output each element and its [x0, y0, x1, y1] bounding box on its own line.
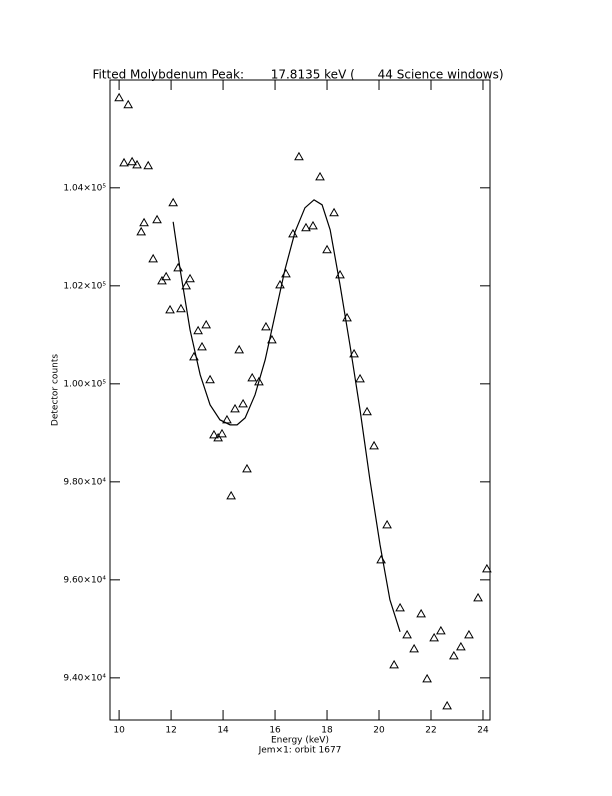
y-tick-label: 1.00×10⁵ [63, 379, 106, 389]
x-tick-label: 18 [321, 726, 333, 736]
data-point [161, 271, 172, 281]
data-point [230, 403, 240, 413]
data-point [442, 700, 452, 710]
x-tick-label: 10 [113, 726, 125, 736]
data-point [176, 303, 186, 313]
y-tick-label: 9.80×10⁴ [63, 477, 106, 487]
data-point [315, 171, 325, 181]
y-tick-label: 1.02×10⁵ [63, 281, 106, 291]
data-point [436, 625, 446, 635]
data-point [422, 673, 432, 683]
data-point [349, 348, 359, 358]
subtitle: Jem×1: orbit 1677 [258, 746, 342, 756]
data-point [362, 406, 372, 416]
data-point [152, 214, 162, 224]
data-point [308, 220, 318, 230]
y-tick-label: 1.04×10⁵ [63, 183, 106, 193]
data-point [395, 602, 405, 612]
data-point [193, 325, 203, 335]
data-point [185, 273, 195, 283]
x-tick-label: 12 [165, 726, 176, 736]
data-point [197, 341, 207, 351]
data-point [238, 398, 248, 408]
data-point [114, 92, 124, 102]
data-point [389, 659, 399, 669]
chart-title: Fitted Molybdenum Peak: 17.8135 keV ( 44… [92, 68, 503, 82]
x-axis-label: Energy (keV) [271, 736, 329, 746]
data-point [234, 344, 245, 354]
data-point [226, 490, 236, 500]
data-point [247, 372, 258, 382]
data-point [301, 222, 311, 232]
data-point [429, 632, 439, 642]
data-point [464, 629, 474, 639]
data-point [205, 374, 215, 384]
data-point [209, 429, 219, 439]
fit-curve [172, 199, 401, 633]
data-point [482, 563, 492, 573]
data-point [261, 321, 271, 331]
data-point [127, 156, 137, 166]
data-point [254, 376, 264, 386]
data-point [119, 157, 129, 167]
data-point [294, 151, 304, 161]
data-point [242, 463, 252, 473]
data-point [168, 197, 179, 207]
data-point [136, 226, 147, 236]
data-point [157, 275, 167, 285]
data-point [165, 304, 175, 314]
data-point [148, 253, 159, 263]
y-tick-label: 9.60×10⁴ [63, 575, 106, 585]
plot-frame [109, 79, 491, 721]
x-tick-label: 24 [477, 726, 489, 736]
x-tick-label: 16 [269, 726, 281, 736]
data-point [132, 159, 142, 169]
data-point [409, 643, 419, 653]
data-point [329, 207, 339, 217]
data-point [473, 592, 483, 602]
data-point [416, 608, 426, 618]
data-point [449, 650, 459, 660]
x-tick-label: 14 [217, 726, 229, 736]
data-point [213, 432, 223, 442]
data-point [143, 160, 154, 170]
data-point [181, 280, 192, 290]
data-point [139, 217, 149, 227]
y-axis-label: Detector counts [51, 354, 61, 426]
data-point [201, 319, 212, 329]
y-tick-label: 9.40×10⁴ [63, 673, 106, 683]
x-tick-label: 22 [425, 726, 436, 736]
data-point [355, 373, 365, 383]
data-point [322, 244, 332, 254]
data-point [456, 641, 466, 651]
x-tick-label: 20 [373, 726, 385, 736]
data-point [217, 428, 227, 438]
data-point [402, 629, 412, 639]
data-point [369, 440, 379, 450]
data-point [123, 99, 134, 109]
data-point [382, 519, 392, 529]
